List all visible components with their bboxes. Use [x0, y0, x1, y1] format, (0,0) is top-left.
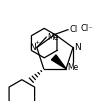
Text: +: +: [35, 40, 40, 45]
Text: Me: Me: [47, 33, 58, 42]
Text: N: N: [74, 43, 81, 52]
Text: Me: Me: [67, 63, 79, 72]
Polygon shape: [51, 55, 66, 69]
Text: Cl: Cl: [69, 25, 77, 34]
Text: Cl⁻: Cl⁻: [81, 24, 93, 33]
Text: N: N: [29, 43, 35, 52]
